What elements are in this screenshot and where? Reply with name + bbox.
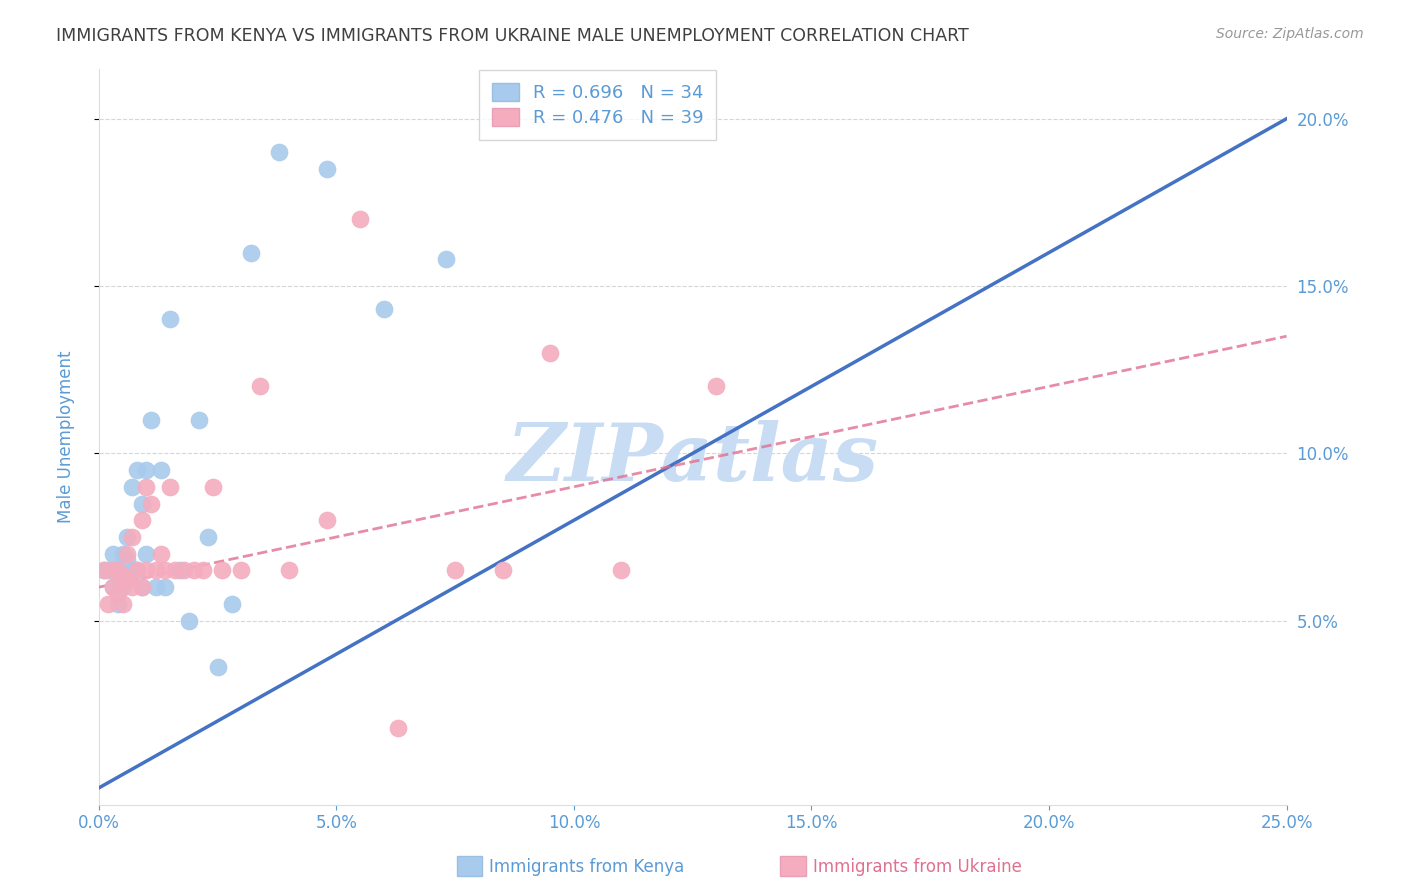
Point: [111, 580, 134, 594]
Point: [349, 212, 371, 227]
Point: [177, 614, 200, 628]
Point: [97, 597, 120, 611]
Point: [155, 580, 177, 594]
Point: [131, 580, 153, 594]
Point: [155, 564, 177, 578]
Point: [610, 564, 633, 578]
Point: [538, 346, 561, 360]
Point: [169, 564, 191, 578]
Point: [131, 513, 153, 527]
Point: [97, 564, 120, 578]
Point: [173, 564, 195, 578]
Point: [211, 564, 233, 578]
Point: [145, 580, 167, 594]
Point: [117, 530, 139, 544]
Point: [125, 463, 148, 477]
Legend: R = 0.696   N = 34, R = 0.476   N = 39: R = 0.696 N = 34, R = 0.476 N = 39: [479, 70, 717, 139]
Point: [183, 564, 205, 578]
Point: [387, 721, 409, 735]
Point: [193, 564, 215, 578]
Point: [111, 547, 134, 561]
Point: [121, 480, 143, 494]
Point: [135, 463, 157, 477]
Point: [121, 580, 143, 594]
Point: [434, 252, 457, 267]
Point: [117, 574, 139, 588]
Point: [277, 564, 299, 578]
Point: [231, 564, 253, 578]
Point: [145, 564, 167, 578]
Point: [492, 564, 515, 578]
Point: [315, 161, 337, 176]
Point: [221, 597, 243, 611]
Point: [315, 513, 337, 527]
Point: [373, 302, 395, 317]
Point: [121, 564, 143, 578]
Point: [93, 564, 115, 578]
Text: Immigrants from Ukraine: Immigrants from Ukraine: [813, 858, 1022, 876]
Point: [111, 597, 134, 611]
Point: [159, 480, 181, 494]
Point: [269, 145, 291, 160]
Point: [159, 312, 181, 326]
Point: [201, 480, 224, 494]
Point: [101, 580, 124, 594]
Point: [117, 547, 139, 561]
Text: ZIPatlas: ZIPatlas: [506, 420, 879, 498]
Point: [187, 413, 209, 427]
Y-axis label: Male Unemployment: Male Unemployment: [58, 351, 75, 523]
Point: [93, 564, 115, 578]
Point: [125, 564, 148, 578]
Point: [149, 463, 172, 477]
Point: [107, 587, 129, 601]
Point: [125, 564, 148, 578]
Point: [135, 480, 157, 494]
Point: [131, 580, 153, 594]
Text: IMMIGRANTS FROM KENYA VS IMMIGRANTS FROM UKRAINE MALE UNEMPLOYMENT CORRELATION C: IMMIGRANTS FROM KENYA VS IMMIGRANTS FROM…: [56, 27, 969, 45]
Point: [149, 547, 172, 561]
Point: [101, 547, 124, 561]
Point: [101, 580, 124, 594]
Point: [249, 379, 271, 393]
Point: [444, 564, 467, 578]
Text: Source: ZipAtlas.com: Source: ZipAtlas.com: [1216, 27, 1364, 41]
Point: [101, 564, 124, 578]
Point: [207, 660, 229, 674]
Text: Immigrants from Kenya: Immigrants from Kenya: [489, 858, 685, 876]
Point: [135, 547, 157, 561]
Point: [121, 530, 143, 544]
Point: [135, 564, 157, 578]
Point: [163, 564, 186, 578]
Point: [117, 553, 139, 567]
Point: [107, 564, 129, 578]
Point: [706, 379, 728, 393]
Point: [107, 597, 129, 611]
Point: [139, 496, 162, 510]
Point: [107, 564, 129, 578]
Point: [139, 413, 162, 427]
Point: [239, 245, 262, 260]
Point: [131, 496, 153, 510]
Point: [197, 530, 219, 544]
Point: [111, 570, 134, 584]
